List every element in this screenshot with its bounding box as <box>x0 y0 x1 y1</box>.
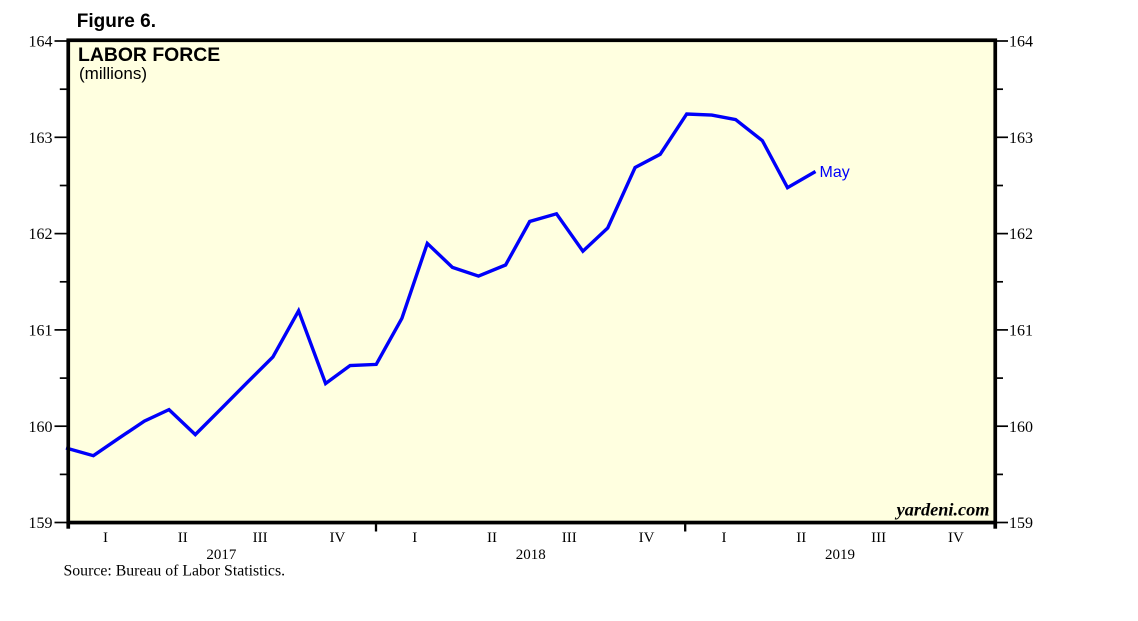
svg-text:(millions): (millions) <box>79 64 147 83</box>
svg-text:163: 163 <box>29 130 53 147</box>
svg-text:II: II <box>487 530 497 546</box>
svg-text:161: 161 <box>1009 323 1033 340</box>
svg-text:I: I <box>722 530 727 546</box>
svg-text:Source: Bureau of Labor Statis: Source: Bureau of Labor Statistics. <box>64 563 286 580</box>
svg-text:I: I <box>412 530 417 546</box>
svg-text:III: III <box>253 530 268 546</box>
svg-text:2018: 2018 <box>516 547 546 563</box>
svg-text:162: 162 <box>29 226 53 243</box>
svg-text:I: I <box>103 530 108 546</box>
svg-text:III: III <box>562 530 577 546</box>
svg-text:161: 161 <box>29 323 53 340</box>
svg-text:2017: 2017 <box>206 547 237 563</box>
svg-text:163: 163 <box>1009 130 1033 147</box>
svg-text:164: 164 <box>29 34 53 51</box>
svg-text:160: 160 <box>29 419 53 436</box>
svg-text:164: 164 <box>1009 34 1033 51</box>
svg-text:IV: IV <box>329 530 345 546</box>
svg-text:II: II <box>178 530 188 546</box>
svg-text:159: 159 <box>1009 515 1033 532</box>
svg-text:May: May <box>820 164 850 181</box>
svg-text:LABOR FORCE: LABOR FORCE <box>78 44 220 66</box>
svg-text:yardeni.com: yardeni.com <box>895 500 990 520</box>
svg-text:IV: IV <box>948 530 964 546</box>
svg-text:162: 162 <box>1009 226 1033 243</box>
svg-text:IV: IV <box>639 530 655 546</box>
svg-text:Figure 6.: Figure 6. <box>77 11 156 32</box>
svg-text:2019: 2019 <box>825 547 855 563</box>
svg-text:II: II <box>796 530 806 546</box>
svg-text:III: III <box>871 530 886 546</box>
svg-text:160: 160 <box>1009 419 1033 436</box>
svg-text:159: 159 <box>29 515 53 532</box>
